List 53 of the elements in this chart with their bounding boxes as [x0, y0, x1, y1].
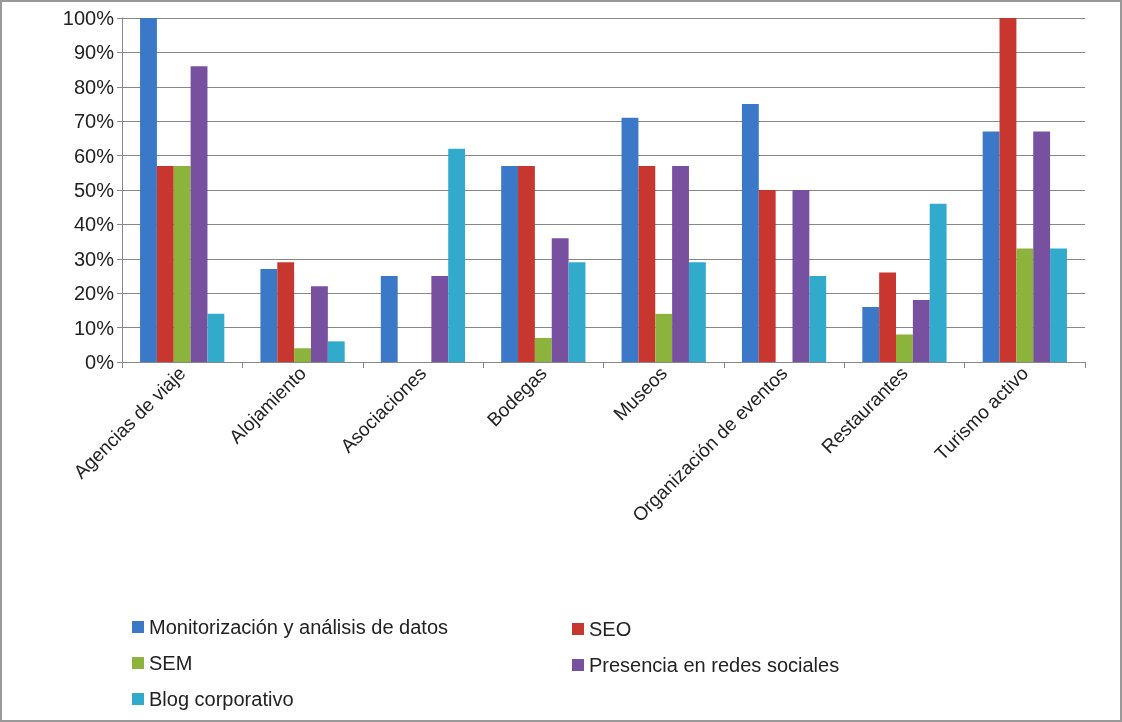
bar: [638, 165, 656, 362]
legend-label: Presencia en redes sociales: [589, 654, 840, 676]
bar: [982, 131, 1000, 362]
bar: [929, 203, 947, 362]
bar: [207, 313, 225, 362]
bar: [896, 334, 913, 362]
legend-label: SEM: [149, 652, 193, 674]
y-tick-label: 90%: [73, 41, 115, 64]
bar: [1050, 248, 1067, 362]
y-tick-label: 100%: [62, 7, 115, 29]
bar: [173, 165, 191, 362]
y-tick-label: 0%: [85, 351, 115, 373]
legend-label: SEO: [589, 618, 632, 640]
bar: [672, 165, 689, 362]
y-tick-label: 70%: [73, 110, 115, 133]
y-tick-label: 50%: [73, 179, 115, 201]
bar: [534, 337, 552, 362]
bar: [380, 276, 398, 362]
bar: [551, 238, 569, 362]
bar: [448, 148, 466, 362]
bar: [190, 66, 208, 362]
bar: [1016, 248, 1034, 362]
bar: [999, 18, 1017, 362]
y-tick-label: 80%: [73, 75, 115, 98]
bar: [260, 269, 278, 362]
legend-label: Blog corporativo: [149, 688, 294, 710]
bar: [568, 262, 586, 362]
bar: [294, 348, 311, 362]
bar: [809, 276, 827, 362]
bar: [862, 306, 880, 362]
bar: [758, 190, 776, 362]
bar: [310, 286, 328, 362]
bar: [655, 313, 673, 362]
legend-label: Monitorización y análisis de datos: [149, 616, 449, 638]
bar: [518, 165, 535, 362]
bar: [501, 165, 519, 362]
bar: [1033, 131, 1051, 362]
bar: [621, 117, 639, 362]
bar: [688, 262, 706, 362]
bar: [277, 262, 295, 362]
y-tick-label: 10%: [73, 316, 115, 339]
bar: [327, 341, 345, 362]
bar: [879, 272, 897, 362]
y-tick-label: 40%: [73, 213, 115, 236]
y-tick-label: 30%: [73, 247, 115, 270]
bar: [431, 276, 449, 362]
bar: [912, 300, 930, 362]
bar: [140, 18, 157, 362]
bar: [741, 104, 759, 362]
bar: [792, 190, 810, 362]
y-tick-label: 20%: [73, 282, 115, 305]
bar: [156, 165, 174, 362]
y-tick-label: 60%: [73, 144, 115, 167]
